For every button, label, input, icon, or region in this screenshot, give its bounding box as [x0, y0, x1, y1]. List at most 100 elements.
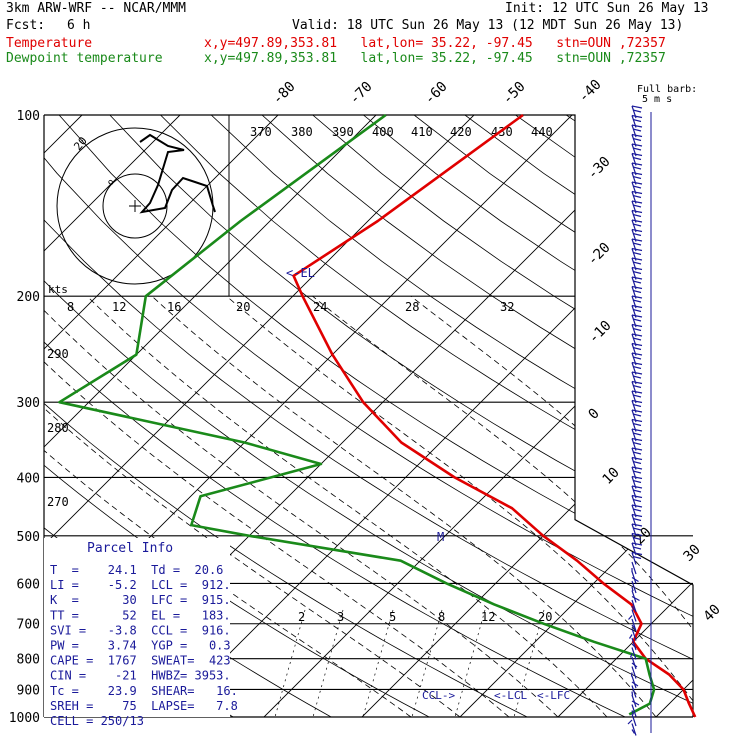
mixing-ratio-line: [513, 609, 545, 717]
lfc-marker: <-LFC: [537, 689, 570, 702]
dewpoint-legend-label: Dewpoint temperature: [6, 51, 163, 66]
hodograph-ring-inner: [102, 173, 168, 239]
mixing-ratio-line: [454, 609, 486, 717]
pressure-label: 400: [17, 471, 40, 486]
model-title: 3km ARW-WRF -- NCAR/MMM: [6, 1, 187, 16]
isotherm-line: [44, 115, 475, 717]
pressure-label: 900: [17, 683, 40, 698]
hodograph-speed-label: 12: [112, 300, 126, 314]
hodograph-unit-label: kts: [48, 283, 68, 296]
lcl-marker: <-LCL: [494, 689, 527, 702]
wind-barb: [628, 628, 637, 641]
wind-barb: [627, 713, 637, 727]
dry-adiabat: [719, 115, 740, 717]
pressure-label: 500: [17, 530, 40, 545]
pressure-label: 700: [17, 618, 40, 633]
temperature-line: [292, 113, 697, 718]
dry-adiabat: [261, 115, 693, 717]
pressure-label: 100: [17, 109, 40, 124]
wind-barb: [631, 723, 637, 736]
temperature-axis-label: 10: [600, 465, 623, 488]
forecast-label: Fcst:: [6, 18, 46, 33]
el-marker: <-EL: [286, 266, 315, 280]
moist-adiabat: [312, 295, 693, 717]
wind-barb: [631, 637, 637, 651]
mixing-ratio-line: [312, 609, 344, 717]
hodograph-ring-label: 20: [71, 134, 89, 153]
wind-barb: [631, 694, 640, 708]
isotherm-line: [44, 115, 279, 717]
theta-label: 280: [47, 421, 69, 435]
wind-barb: [628, 609, 637, 622]
dry-adiabat: [667, 115, 693, 717]
pressure-label: 800: [17, 653, 40, 668]
hodograph-speed-label: 24: [313, 300, 327, 314]
barb-legend-label: Full barb:: [637, 84, 697, 95]
isotherm-line: [44, 115, 181, 717]
grid-group: [44, 115, 740, 717]
pressure-label: 300: [17, 396, 40, 411]
wind-barb: [629, 647, 637, 660]
hodograph-speed-label: 32: [500, 300, 514, 314]
temperature-axis-label: 0: [586, 406, 603, 423]
isotherm-line: [557, 115, 693, 717]
dry-adiabat: [160, 115, 693, 717]
parcel-info-row: SREH = 75 LAPSE= 7.8: [50, 699, 238, 713]
parcel-info-box: [44, 538, 230, 717]
temperature-axis-label: -70: [347, 79, 376, 108]
hodograph-speed-label: 20: [236, 300, 250, 314]
theta-label: 270: [47, 495, 69, 509]
wind-barb: [631, 551, 643, 565]
temperature-axis-label: -10: [586, 318, 615, 347]
isotherm-line: [44, 115, 377, 717]
pressure-label: 600: [17, 577, 40, 592]
dry-adiabat: [464, 115, 693, 717]
mixing-ratio-line: [274, 609, 306, 717]
parcel-info-row: CELL = 250/13: [50, 714, 144, 728]
isotherm-line: [655, 115, 693, 717]
hodograph-trace: [139, 133, 216, 214]
wind-barb: [631, 675, 639, 689]
parcel-info-row: CAPE = 1767 SWEAT= 423: [50, 654, 231, 668]
dry-adiabat: [109, 115, 693, 717]
dry-adiabat: [44, 115, 528, 717]
parcel-info-row: K = 30 LFC = 915.: [50, 593, 231, 607]
moist-adiabat: [151, 295, 657, 717]
wind-barb: [630, 666, 637, 679]
dry-adiabat: [44, 115, 693, 717]
temperature-axis-label: -80: [270, 79, 299, 108]
isotherm-line: [263, 115, 693, 717]
mixing-ratio-label: 8: [438, 610, 445, 624]
moist-adiabat: [226, 295, 693, 717]
theta-label: 370: [250, 125, 272, 139]
mixing-ratio-label: 2: [298, 610, 305, 624]
theta-label: 410: [411, 125, 433, 139]
theta-label: 380: [291, 125, 313, 139]
wind-barb: [631, 685, 637, 698]
temperature-axis-label: -40: [576, 77, 605, 106]
parcel-info-row: SVI = -3.8 CCL = 916.: [50, 623, 231, 637]
dewpoint-location: x,y=497.89,353.81 lat,lon= 35.22, -97.45…: [204, 51, 666, 66]
wind-barb: [631, 580, 637, 594]
parcel-info-row: LI = -5.2 LCL = 912.: [50, 578, 231, 592]
mixing-ratio-label: 5: [389, 610, 396, 624]
parcel-info-row: T = 24.1 Td = 20.6: [50, 563, 223, 577]
temperature-axis-label: -50: [500, 79, 529, 108]
pressure-label: 1000: [9, 711, 40, 726]
wind-barb: [631, 590, 640, 603]
temperature-axis-label: -20: [585, 240, 614, 269]
barb-legend-unit: 5 m s: [642, 94, 672, 105]
theta-label: 420: [450, 125, 472, 139]
wind-barb: [631, 571, 639, 584]
mixing-ratio-label: 12: [481, 610, 495, 624]
wind-barb: [631, 599, 637, 613]
parcel-info-row: PW = 3.74 YGP = 0.3: [50, 639, 231, 653]
hodograph-speed-label: 8: [67, 300, 74, 314]
dry-adiabat: [44, 115, 693, 717]
ccl-marker: CCL->: [422, 689, 455, 702]
temperature-axis-label: -30: [585, 154, 614, 183]
mixing-ratio-line: [411, 609, 443, 717]
pressure-label: 200: [17, 290, 40, 305]
wind-barb: [631, 704, 637, 717]
